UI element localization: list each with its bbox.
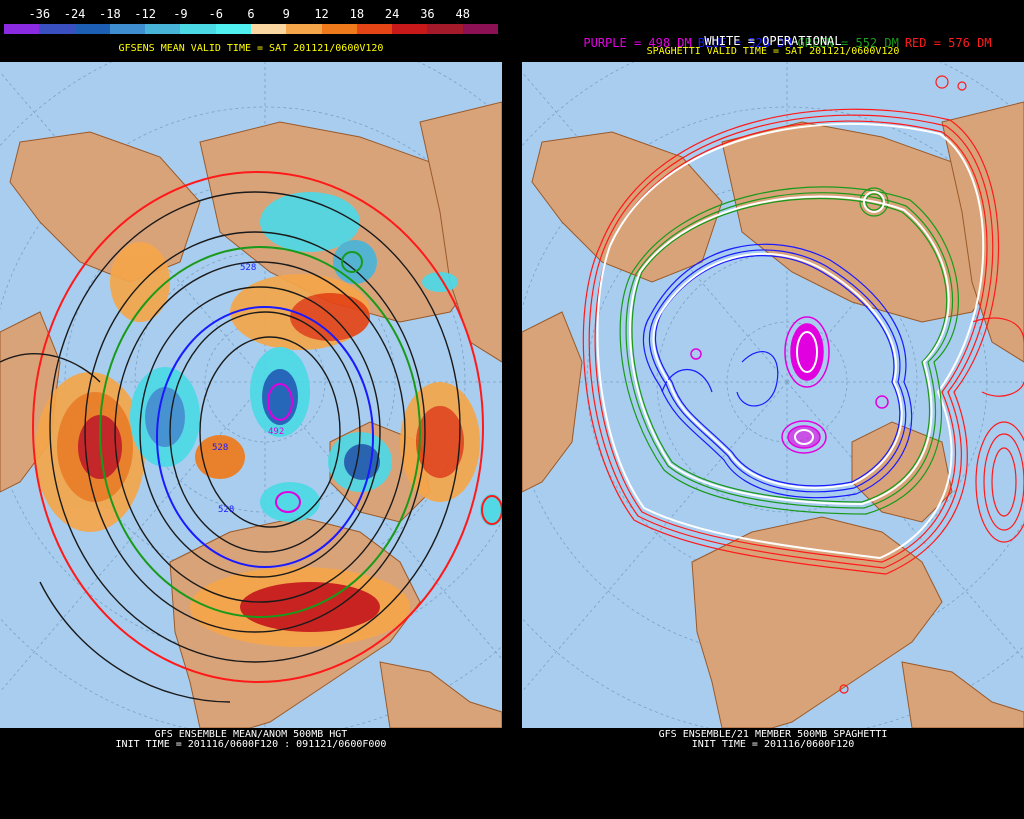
- colorbar-swatch: [145, 24, 181, 34]
- mean-valid-time-title: GFSENS MEAN VALID TIME = SAT 201121/0600…: [118, 43, 384, 54]
- colorbar-swatch: [74, 24, 110, 34]
- spaghetti-footer-line1: GFS ENSEMBLE/21 MEMBER 500MB SPAGHETTI: [658, 729, 888, 740]
- spaghetti-color-legend: PURPLE = 498 DM BLUE = 528 DM GREEN = 552 …: [522, 22, 1024, 64]
- south-america-land: [901, 661, 1024, 728]
- colorbar-tick-label: 24: [384, 7, 400, 21]
- colorbar-swatch: [180, 24, 216, 34]
- colorbar-tick-label: -6: [208, 7, 223, 21]
- colorbar-swatch: [215, 24, 251, 34]
- contour-labels: 528 528 492 528: [212, 263, 284, 515]
- spaghetti-valid-time-title: SPAGHETTI VALID TIME = SAT 201121/0600V1…: [646, 46, 900, 57]
- colorbar-tick-label: -36: [28, 7, 51, 21]
- colorbar-swatch: [109, 24, 146, 34]
- mean-anomaly-map-svg: 528 528 492 528: [0, 62, 502, 728]
- contour-label-2: 528: [212, 443, 228, 453]
- legend-blue: BLUE = 528 DM: [697, 36, 792, 50]
- spaghetti-panel: PURPLE = 498 DM BLUE = 528 DM GREEN = 552 …: [522, 0, 1024, 819]
- colorbar-tick-label: 18: [349, 7, 365, 21]
- colorbar-swatches: [4, 24, 498, 34]
- white-528-operational: [652, 252, 903, 489]
- mean-anomaly-map: 528 528 492 528: [0, 62, 502, 728]
- colorbar-tick-label: 48: [455, 7, 470, 21]
- colorbar-swatch: [250, 24, 287, 34]
- colorbar-swatch: [39, 24, 75, 34]
- spaghetti-footer-line2: INIT TIME = 201116/0600F120: [691, 739, 855, 750]
- colorbar-tick-label: -9: [173, 7, 188, 21]
- spaghetti-contours: [582, 75, 1024, 694]
- south-america-land: [379, 661, 502, 728]
- colorbar-labels: -36 -24 -18 -12 -9 -6 6 9 12 18 24 36 48: [4, 8, 498, 22]
- colorbar-swatch: [392, 24, 428, 34]
- white-576-operational: [596, 122, 985, 560]
- ensemble-mean-panel: -36 -24 -18 -12 -9 -6 6 9 12 18 24 36 48 GFSENS MEAN…: [0, 0, 502, 819]
- colorbar-tick-label: -18: [99, 7, 121, 21]
- africa-land: [522, 311, 583, 493]
- colorbar-tick-label: -12: [134, 7, 156, 21]
- spaghetti-map-svg: [522, 62, 1024, 728]
- mean-footer-line2: INIT TIME = 201116/0600F120 : 091121/060…: [115, 739, 387, 750]
- north-america-land: [691, 516, 943, 728]
- panel-divider: [502, 0, 522, 819]
- colorbar-swatch: [427, 24, 463, 34]
- white-552-operational: [629, 191, 950, 506]
- colorbar-swatch: [356, 24, 393, 34]
- colorbar-swatch: [286, 24, 322, 34]
- legend-green: GREEN = 552 DM: [797, 36, 899, 50]
- colorbar-tick-label: 36: [420, 7, 435, 21]
- green-552-contours: [619, 186, 959, 515]
- blue-528-contours: [642, 243, 913, 499]
- colorbar-tick-label: -24: [63, 7, 86, 21]
- legend-red: RED = 576 DM: [904, 36, 992, 50]
- legend-purple: PURPLE = 498 DM: [583, 36, 692, 50]
- height-contours: [0, 171, 502, 703]
- legend-white-operational: WHITE = OPERATIONAL: [704, 34, 842, 48]
- white-498-operational: [794, 331, 818, 445]
- colorbar-swatch: [462, 24, 498, 34]
- anomaly-colorbar: -36 -24 -18 -12 -9 -6 6 9 12 18 24 36 48: [4, 4, 498, 36]
- colorbar-swatch: [4, 24, 40, 34]
- colorbar-tick-label: 6: [247, 7, 255, 21]
- colorbar-swatch: [321, 24, 357, 34]
- contour-label-1: 528: [240, 263, 256, 273]
- colorbar-tick-label: 12: [314, 7, 329, 21]
- colorbar-tick-label: 9: [282, 7, 290, 21]
- contour-label-4: 528: [218, 505, 234, 515]
- mean-footer-line1: GFS ENSEMBLE MEAN/ANOM 500MB HGT: [154, 729, 348, 740]
- contour-label-3: 492: [268, 427, 284, 437]
- spaghetti-map: [522, 62, 1024, 728]
- red-576-contours: [582, 75, 1024, 694]
- land-masses: [522, 101, 1024, 728]
